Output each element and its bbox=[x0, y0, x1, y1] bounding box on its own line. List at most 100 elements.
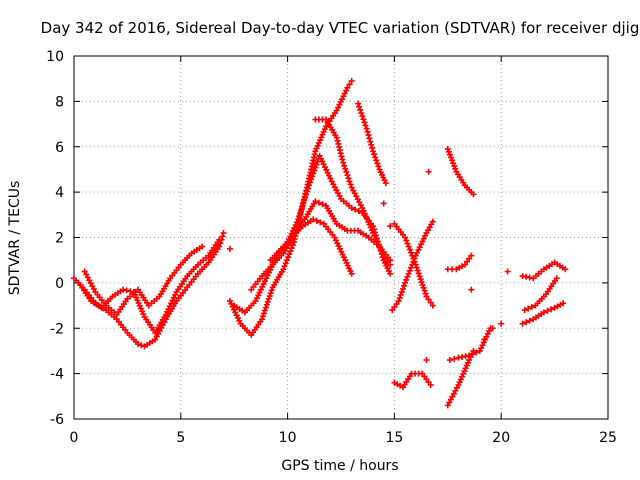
data-point-trace bbox=[343, 168, 350, 175]
data-point-trace bbox=[420, 284, 427, 291]
data-point-trace bbox=[408, 264, 415, 271]
data-point-trace bbox=[422, 290, 429, 297]
data-point bbox=[220, 229, 227, 236]
data-point-trace bbox=[282, 260, 289, 267]
data-point bbox=[429, 302, 436, 309]
data-point bbox=[402, 234, 409, 241]
data-point-trace bbox=[361, 119, 368, 126]
data-point-trace bbox=[309, 173, 316, 180]
data-point-trace bbox=[410, 258, 417, 265]
data-point-trace bbox=[406, 246, 413, 253]
data-point-trace bbox=[297, 210, 304, 217]
data-point bbox=[344, 84, 351, 91]
data-point-trace bbox=[525, 305, 532, 312]
y-tick-label: 2 bbox=[55, 231, 64, 247]
x-tick-label: 15 bbox=[385, 430, 403, 446]
data-point-trace bbox=[526, 317, 533, 324]
data-point-trace bbox=[415, 270, 422, 277]
data-point-trace bbox=[427, 299, 434, 306]
data-point-trace bbox=[396, 295, 403, 301]
data-point-trace bbox=[414, 267, 421, 274]
data-point-trace bbox=[397, 291, 404, 298]
data-point-trace bbox=[265, 295, 272, 302]
data-point bbox=[446, 357, 453, 364]
data-point bbox=[470, 191, 477, 198]
data-point-trace bbox=[403, 237, 410, 244]
data-point-trace bbox=[300, 200, 307, 207]
data-point-trace bbox=[451, 163, 458, 170]
data-point-trace bbox=[416, 273, 423, 280]
data-point-trace bbox=[417, 276, 424, 283]
data-point-trace bbox=[406, 267, 413, 274]
data-point-trace bbox=[464, 258, 471, 265]
data-point-trace bbox=[375, 163, 382, 170]
data-point-trace bbox=[356, 103, 363, 110]
data-point-trace bbox=[346, 178, 353, 185]
data-point-trace bbox=[523, 319, 530, 326]
data-point-trace bbox=[366, 135, 373, 142]
data-point-trace bbox=[308, 176, 315, 183]
data-point-trace bbox=[336, 147, 343, 154]
data-point-trace bbox=[296, 213, 303, 220]
data-point bbox=[387, 261, 394, 268]
data-point bbox=[295, 216, 302, 223]
data-point-trace bbox=[263, 301, 270, 308]
data-point-trace bbox=[446, 151, 453, 158]
data-point-trace bbox=[338, 153, 345, 160]
data-point bbox=[489, 325, 496, 332]
data-point bbox=[395, 298, 402, 305]
data-point-trace bbox=[317, 219, 324, 226]
data-point bbox=[355, 100, 362, 107]
data-point-trace bbox=[313, 161, 320, 168]
axes: 0 5 10 15 20 25 -6 -4 -2 0 2 4 6 8 10 bbox=[46, 49, 617, 446]
data-point-trace bbox=[421, 287, 428, 294]
x-tick-label: 20 bbox=[492, 430, 510, 446]
data-point-trace bbox=[367, 138, 374, 145]
data-point-trace bbox=[413, 264, 420, 271]
data-point-trace bbox=[403, 276, 410, 283]
data-point-trace bbox=[285, 254, 292, 261]
data-point bbox=[468, 286, 475, 293]
data-point-trace bbox=[342, 165, 349, 172]
data-point bbox=[389, 307, 396, 314]
data-point-trace bbox=[264, 298, 271, 305]
data-point-trace bbox=[365, 132, 372, 139]
data-point-trace bbox=[302, 194, 309, 201]
data-marks bbox=[71, 77, 569, 409]
data-point-trace bbox=[448, 154, 455, 161]
data-point-trace bbox=[268, 287, 275, 294]
data-point-trace bbox=[261, 307, 268, 314]
y-tick-label: 8 bbox=[55, 94, 64, 110]
data-point-trace bbox=[260, 310, 267, 317]
data-point bbox=[135, 341, 142, 348]
data-point-trace bbox=[352, 206, 359, 213]
grid bbox=[74, 56, 608, 419]
y-tick-label: -4 bbox=[50, 367, 64, 383]
data-point-trace bbox=[452, 165, 459, 172]
data-point-trace bbox=[368, 141, 375, 148]
data-point bbox=[498, 320, 505, 327]
data-point bbox=[226, 245, 233, 252]
data-point-trace bbox=[310, 170, 317, 177]
data-point-trace bbox=[362, 122, 369, 129]
data-point bbox=[199, 243, 206, 250]
x-tick-label: 10 bbox=[279, 430, 297, 446]
data-point-trace bbox=[418, 279, 425, 286]
data-point bbox=[423, 293, 430, 300]
data-point bbox=[540, 309, 547, 316]
x-tick-label: 25 bbox=[599, 430, 617, 446]
data-point bbox=[312, 198, 319, 205]
data-point bbox=[382, 180, 389, 187]
data-point-trace bbox=[301, 197, 308, 204]
data-point-trace bbox=[449, 157, 456, 164]
data-point-trace bbox=[398, 288, 405, 295]
data-point bbox=[280, 266, 287, 273]
data-point-trace bbox=[382, 255, 389, 262]
data-point-trace bbox=[369, 145, 376, 152]
data-point-trace bbox=[358, 110, 365, 117]
data-point-trace bbox=[357, 106, 364, 113]
data-point-trace bbox=[445, 148, 452, 155]
data-point-trace bbox=[336, 144, 343, 151]
data-point-trace bbox=[335, 140, 342, 147]
data-point-trace bbox=[262, 304, 269, 311]
